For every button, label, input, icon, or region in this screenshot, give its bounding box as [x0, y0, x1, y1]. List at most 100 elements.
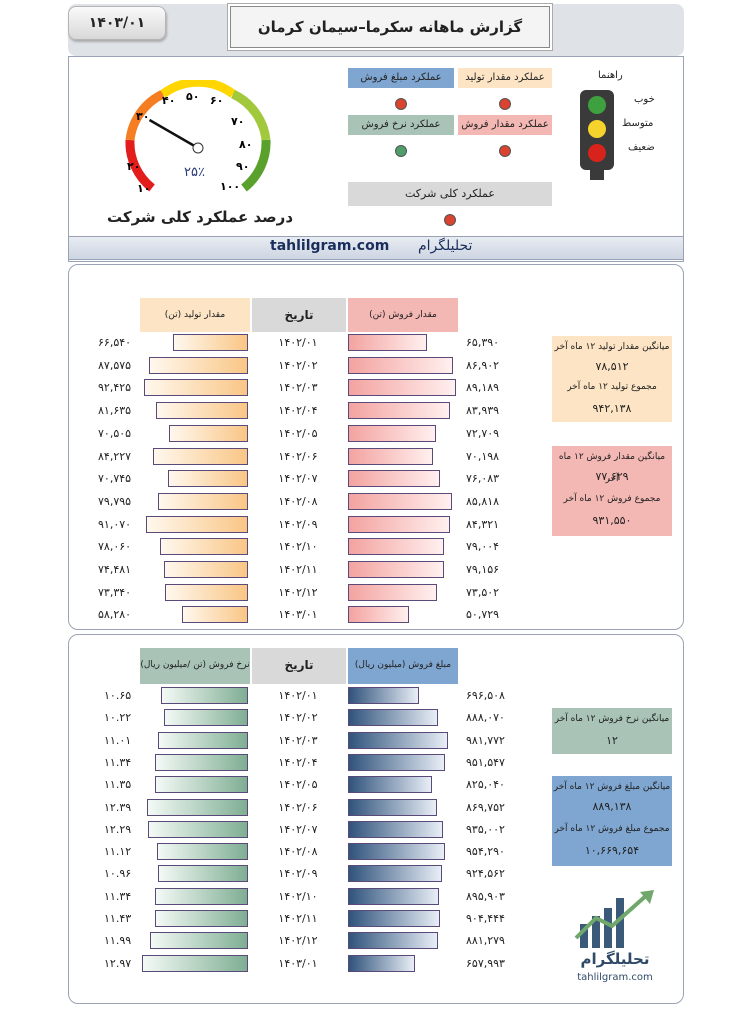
price-bar	[150, 932, 248, 950]
gauge-needle	[148, 118, 199, 150]
gauge-tick: ۳۰	[136, 110, 149, 123]
sales-bar	[348, 583, 437, 601]
row-date: ۱۴۰۲/۰۲	[278, 358, 318, 372]
sales-bar	[348, 538, 444, 556]
production-value: ۹۲,۴۲۵	[98, 381, 132, 395]
legend-medium: متوسط	[622, 118, 654, 129]
production-bar	[146, 515, 248, 533]
production-bar	[164, 561, 248, 578]
tahlilgram-logo-icon	[574, 890, 654, 948]
performance-gauge: ۱۰ ۲۰ ۳۰ ۴۰ ۵۰ ۶۰ ۷۰ ۸۰ ۹۰ ۱۰۰ ۲۵٪	[125, 80, 271, 195]
sales-bar	[348, 492, 452, 510]
sales-qty-indicator-label: عملکرد مقدار فروش	[458, 115, 552, 135]
legend-good: خوب	[634, 94, 655, 105]
production-bar	[169, 424, 248, 442]
price-bar	[155, 910, 248, 927]
banner-url[interactable]: tahlilgram.com	[270, 238, 390, 254]
price-value: ۱۱.۳۴	[104, 755, 132, 769]
sales-avg-value: ۷۷,۶۲۹	[595, 470, 629, 483]
price-avg-value: ۱۲	[606, 734, 618, 747]
sales-value: ۸۳,۹۳۹	[466, 404, 500, 418]
price-bar	[155, 887, 248, 905]
amount-bar	[348, 731, 448, 749]
amount-value: ۹۳۵,۰۰۲	[466, 822, 505, 836]
gauge-tick: ۸۰	[239, 138, 252, 151]
production-sum-label: مجموع تولید ۱۲ ماه آخر	[567, 382, 657, 392]
row-date: ۱۴۰۲/۰۹	[278, 867, 318, 881]
price-value: ۱۰.۲۲	[104, 711, 132, 725]
gauge-percent-label: ۲۵٪	[184, 165, 205, 180]
gauge-orange-band	[125, 89, 166, 141]
overall-light-icon	[444, 214, 456, 226]
row-date: ۱۴۰۲/۱۱	[278, 912, 318, 925]
date-column-header: تاریخ	[252, 298, 346, 332]
row-date: ۱۴۰۲/۱۰	[278, 540, 318, 554]
sales-amount-indicator-label: عملکرد مبلغ فروش	[348, 68, 454, 88]
row-date: ۱۴۰۲/۰۹	[278, 517, 318, 531]
production-bar	[168, 470, 248, 488]
sales-sum-label: مجموع فروش ۱۲ ماه آخر	[563, 494, 661, 504]
amount-avg-label: میانگین مبلغ فروش ۱۲ ماه آخر	[553, 782, 671, 792]
sales-value: ۸۵,۸۱۸	[466, 494, 500, 508]
gauge-red-band	[125, 139, 155, 192]
sales-avg-label: میانگین مقدار فروش ۱۲ ماه آخر	[558, 452, 666, 484]
brand-banner	[68, 236, 684, 260]
production-value: ۷۸,۰۶۰	[98, 540, 132, 554]
row-date: ۱۴۰۲/۱۱	[278, 563, 318, 576]
amount-value: ۶۵۷,۹۹۳	[466, 956, 505, 970]
gauge-hub	[192, 142, 204, 154]
row-date: ۱۴۰۲/۰۸	[278, 845, 318, 859]
amount-bar	[348, 753, 445, 771]
row-date: ۱۴۰۲/۱۰	[278, 889, 318, 903]
amount-value: ۹۵۱,۵۴۷	[466, 755, 505, 769]
production-avg-value: ۷۸,۵۱۲	[595, 360, 629, 373]
row-date: ۱۴۰۲/۰۱	[278, 689, 318, 702]
price-bar	[155, 776, 248, 794]
amount-stats-box: میانگین مبلغ فروش ۱۲ ماه آخر ۸۸۹,۱۳۸ مجم…	[552, 776, 672, 866]
production-bar	[153, 447, 248, 465]
price-value: ۱۱.۰۱	[104, 733, 132, 747]
price-value: ۱۲.۳۹	[104, 800, 132, 814]
row-date: ۱۴۰۲/۰۸	[278, 494, 318, 508]
row-date: ۱۴۰۳/۰۱	[278, 608, 318, 622]
sales-bar	[348, 379, 456, 397]
sales-amount-light-icon	[395, 98, 407, 110]
price-value: ۱۱.۹۹	[104, 934, 132, 948]
row-date: ۱۴۰۲/۰۶	[278, 800, 318, 814]
amount-bar	[348, 709, 438, 727]
amount-bar	[348, 932, 438, 950]
gauge-yellow-band	[160, 80, 236, 98]
amount-value: ۹۸۱,۷۷۲	[466, 733, 505, 747]
sales-value: ۸۶,۹۰۲	[466, 358, 500, 372]
production-stats-box: میانگین مقدار تولید ۱۲ ماه آخر ۷۸,۵۱۲ مج…	[552, 336, 672, 422]
production-avg-label: میانگین مقدار تولید ۱۲ ماه آخر	[554, 342, 670, 352]
sales-value: ۶۵,۳۹۰	[466, 336, 500, 349]
price-value: ۱۱.۱۲	[104, 845, 132, 859]
gauge-tick: ۱۰	[137, 182, 150, 195]
price-bar	[164, 709, 248, 727]
sales-value: ۷۰,۱۹۸	[466, 449, 500, 463]
sales-bar	[348, 515, 450, 533]
sales-value: ۷۳,۵۰۲	[466, 585, 500, 599]
price-value: ۱۲.۹۷	[104, 956, 132, 970]
traffic-light-icon	[580, 90, 614, 170]
row-date: ۱۴۰۲/۰۳	[278, 381, 318, 395]
sales-bar	[348, 356, 453, 374]
amount-value: ۹۲۴,۵۶۲	[466, 867, 505, 881]
sales-bar	[348, 606, 409, 624]
date-column-header: تاریخ	[252, 648, 346, 684]
price-light-icon	[395, 145, 407, 157]
row-date: ۱۴۰۲/۰۴	[278, 755, 318, 769]
amount-bar	[348, 865, 442, 883]
sales-bar	[348, 447, 433, 465]
logo-url[interactable]: tahlilgram.com	[577, 972, 653, 983]
production-value: ۷۰,۵۰۵	[98, 426, 132, 440]
row-date: ۱۴۰۲/۱۲	[278, 585, 318, 599]
production-bar	[173, 334, 248, 351]
amount-sum-value: ۱۰,۶۶۹,۶۵۴	[584, 844, 640, 857]
price-bar	[157, 843, 248, 861]
amount-value: ۸۹۵,۹۰۳	[466, 889, 505, 903]
sales-stats-box: میانگین مقدار فروش ۱۲ ماه آخر ۷۷,۶۲۹ مجم…	[552, 446, 672, 536]
production-column-header: مقدار تولید (تن)	[140, 298, 250, 332]
row-date: ۱۴۰۲/۰۶	[278, 449, 318, 463]
